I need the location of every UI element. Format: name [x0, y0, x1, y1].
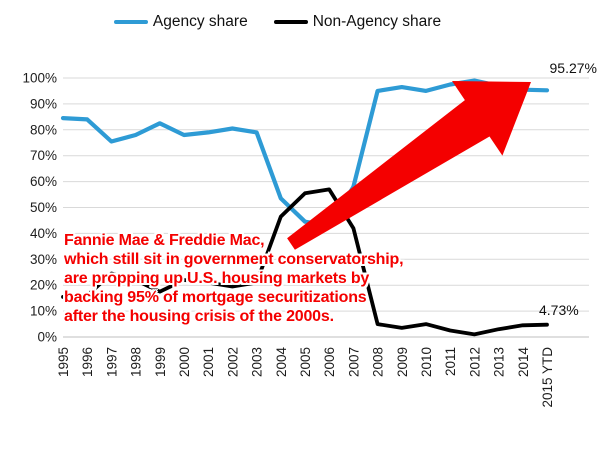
annotation-line: are propping up U.S. housing markets by [64, 270, 370, 287]
x-tick-label: 1999 [153, 347, 168, 377]
x-tick-label: 2014 [516, 347, 531, 378]
y-tick-label: 20% [30, 278, 57, 293]
x-tick-label: 2000 [177, 347, 192, 377]
annotation-line: which still sit in government conservato… [64, 251, 404, 268]
x-tick-label: 2001 [201, 347, 216, 377]
y-tick-label: 80% [30, 122, 57, 137]
x-tick-label: 1998 [129, 347, 144, 377]
x-tick-label: 2015 YTD [540, 347, 555, 408]
series-line-agency-share [60, 78, 550, 228]
annotation-text: Fannie Mae & Freddie Mac, which still si… [64, 231, 404, 326]
x-tick-label: 2006 [322, 347, 337, 377]
legend-swatch-non-agency [273, 19, 308, 25]
x-tick-label: 2010 [419, 347, 434, 377]
x-tick-label: 1996 [80, 347, 95, 377]
x-tick-label: 1997 [104, 347, 119, 377]
x-tick-label: 2007 [346, 347, 361, 377]
y-tick-label: 100% [22, 71, 57, 86]
legend-label-agency: Agency share [152, 13, 248, 30]
x-tick-label: 2004 [274, 347, 289, 378]
legend-item-agency-share: Agency share [113, 13, 248, 31]
annotation-line: after the housing crisis of the 2000s. [64, 308, 334, 325]
x-tick-label: 2013 [492, 347, 507, 377]
y-tick-label: 0% [37, 330, 57, 345]
legend-swatch-agency [113, 19, 148, 25]
annotation-line: Fannie Mae & Freddie Mac, [64, 232, 265, 249]
y-tick-label: 90% [30, 96, 57, 111]
y-tick-label: 70% [30, 148, 57, 163]
annotation-line: backing 95% of mortgage securitizations [64, 289, 367, 306]
x-tick-label: 2002 [225, 347, 240, 377]
y-tick-label: 60% [30, 174, 57, 189]
legend-item-non-agency-share: Non-Agency share [273, 13, 442, 31]
agency-end-value-label: 95.27% [549, 60, 597, 76]
legend: Agency share Non-Agency share [0, 9, 555, 35]
y-tick-label: 30% [30, 252, 57, 267]
y-tick-label: 10% [30, 304, 57, 319]
y-tick-label: 40% [30, 226, 57, 241]
legend-label-non-agency: Non-Agency share [312, 13, 442, 30]
x-tick-label: 2011 [443, 347, 458, 376]
x-tick-label: 2003 [250, 347, 265, 377]
x-tick-label: 2008 [371, 347, 386, 377]
x-tick-label: 2012 [467, 347, 482, 377]
y-tick-label: 50% [30, 200, 57, 215]
non-agency-end-value-label: 4.73% [539, 302, 579, 318]
x-tick-label: 1995 [56, 347, 71, 377]
x-tick-label: 2009 [395, 347, 410, 377]
x-tick-label: 2005 [298, 347, 313, 377]
